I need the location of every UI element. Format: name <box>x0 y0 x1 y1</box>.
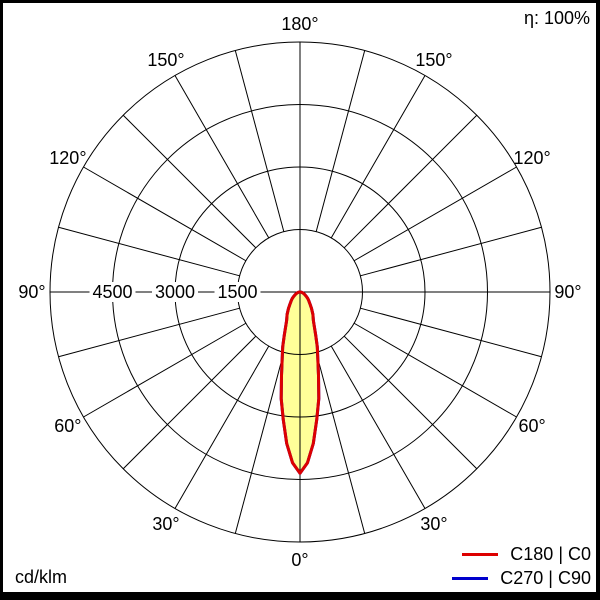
angle-tick-label: 60° <box>518 416 545 436</box>
grid-radial-line <box>122 114 257 249</box>
grid-radial-line <box>83 322 247 418</box>
curve-c180-c0 <box>279 290 321 475</box>
radial-tick-mask <box>89 282 136 302</box>
grid-radial-line <box>343 335 478 470</box>
legend-label-c180-c0: C180 | C0 <box>510 544 591 564</box>
grid-radial-line <box>353 322 517 418</box>
radial-tick-label: 1500 <box>217 282 257 302</box>
angle-tick-label: 180° <box>281 14 318 34</box>
angle-tick-label: 150° <box>415 50 452 70</box>
grid-radial-line <box>83 166 247 262</box>
legend-row-c270-c90: C270 | C90 <box>452 568 591 589</box>
angle-tick-label: 90° <box>554 282 581 302</box>
angle-tick-label: 60° <box>54 416 81 436</box>
legend-label-c270-c90: C270 | C90 <box>500 568 591 588</box>
unit-label: cd/klm <box>15 567 68 587</box>
grid-radial-line <box>122 335 257 470</box>
angle-tick-label: 120° <box>513 148 550 168</box>
grid-radial-line <box>315 352 366 534</box>
grid-radial-line <box>330 75 426 239</box>
angle-tick-label: 150° <box>147 50 184 70</box>
grid-radial-line <box>174 345 270 509</box>
radial-tick-mask <box>152 282 198 302</box>
grid-radial-line <box>360 307 542 358</box>
grid-radial-line <box>234 352 285 534</box>
grid-radial-line <box>234 50 285 232</box>
legend: C180 | C0 C270 | C90 <box>452 544 591 589</box>
blue-line-swatch <box>452 577 489 580</box>
grid-radial-line <box>360 226 542 277</box>
grid-radial-line <box>58 307 240 358</box>
efficiency-label: η: 100% <box>523 8 590 28</box>
angle-tick-label: 30° <box>152 514 179 534</box>
radial-tick-label: 4500 <box>92 282 132 302</box>
radial-tick-mask <box>214 282 261 302</box>
red-line-swatch <box>462 553 499 556</box>
grid-radial-line <box>353 166 517 262</box>
angle-tick-label: 0° <box>291 550 308 570</box>
angle-tick-label: 120° <box>49 148 86 168</box>
radial-tick-label: 3000 <box>155 282 195 302</box>
angle-tick-label: 90° <box>18 282 45 302</box>
grid-radial-line <box>315 50 366 232</box>
grid-radial-line <box>343 114 478 249</box>
legend-row-c180-c0: C180 | C0 <box>462 544 591 565</box>
grid-radial-line <box>58 226 240 277</box>
grid-radial-line <box>330 345 426 509</box>
angle-tick-label: 30° <box>420 514 447 534</box>
grid-radial-line <box>174 75 270 239</box>
